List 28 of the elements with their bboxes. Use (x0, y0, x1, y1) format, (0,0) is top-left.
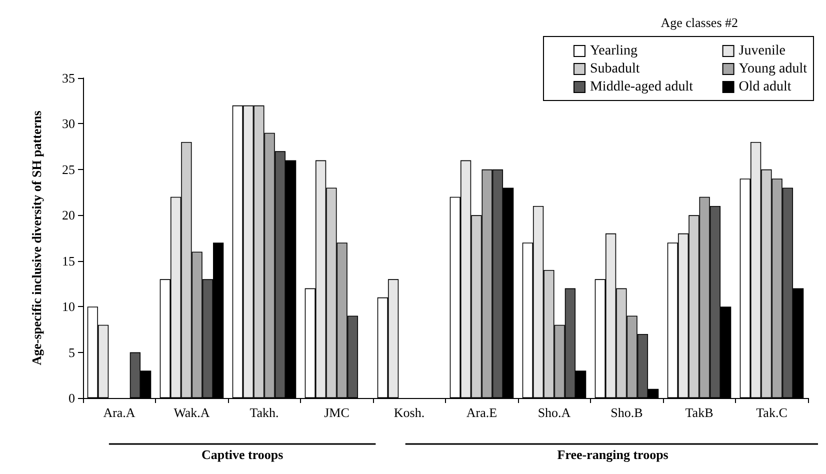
x-tick-label: Ara.E (466, 405, 498, 420)
y-tick-label: 25 (62, 162, 75, 177)
y-tick-label: 5 (68, 344, 75, 360)
legend-label: Young adult (738, 62, 808, 76)
text: Free-ranging troops (557, 447, 668, 462)
x-tick-label: Sho.B (610, 405, 644, 420)
legend-label: Middle-aged adult (590, 80, 694, 94)
x-tick-label: Sho.A (538, 405, 572, 420)
text: Captive troops (201, 447, 284, 462)
y-tick-label: 20 (62, 208, 75, 223)
y-tick-label: 35 (62, 70, 75, 86)
y-tick-label: 0 (68, 390, 75, 406)
legend-label: Subadult (590, 62, 640, 76)
legend-label: Juvenile (738, 44, 786, 58)
legend-title: Age classes #2 (660, 15, 738, 30)
y-axis-title: Age-specific inclusive diversity of SH patterns (29, 110, 44, 366)
legend-label: Yearling (590, 44, 638, 58)
x-tick-label: JMC (324, 405, 350, 420)
x-tick-label: Wak.A (174, 405, 210, 420)
y-tick-label: 15 (62, 253, 75, 268)
x-tick-label: Kosh. (394, 405, 425, 420)
y-tick-label: 30 (62, 116, 75, 132)
y-tick-label: 10 (62, 299, 75, 314)
legend-label: Old adult (738, 80, 792, 94)
x-tick-label: TakB (685, 405, 714, 420)
x-tick-label: Takh. (250, 405, 279, 420)
x-tick-label: Tak.C (756, 405, 788, 420)
x-tick-label: Ara.A (103, 405, 136, 420)
